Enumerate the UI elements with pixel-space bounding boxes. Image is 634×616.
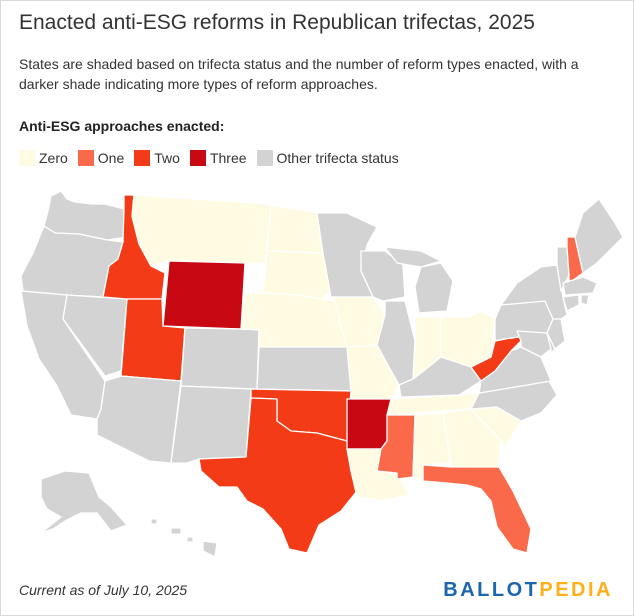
ballotpedia-logo[interactable]: BALLOTPEDIA xyxy=(443,579,613,602)
legend: Zero One Two Three Other trifecta status xyxy=(19,150,409,166)
legend-label-three: Three xyxy=(209,150,247,166)
state-FL[interactable] xyxy=(422,464,532,554)
logo-part-pedia: PEDIA xyxy=(539,579,613,601)
legend-swatch-zero xyxy=(19,150,35,166)
legend-label-one: One xyxy=(97,150,125,166)
state-MT[interactable] xyxy=(131,194,272,267)
state-WI[interactable] xyxy=(360,250,406,302)
legend-swatch-one xyxy=(77,150,94,166)
state-AR[interactable] xyxy=(346,398,392,450)
state-MA[interactable] xyxy=(562,276,598,296)
state-ME[interactable] xyxy=(574,198,624,274)
legend-title: Anti-ESG approaches enacted: xyxy=(19,118,225,134)
legend-label-other: Other trifecta status xyxy=(276,150,399,166)
state-CT[interactable] xyxy=(562,294,580,312)
us-map xyxy=(20,190,624,558)
logo-part-ballot: BALLOT xyxy=(443,579,540,601)
state-SD[interactable] xyxy=(262,250,332,300)
chart-title: Enacted anti-ESG reforms in Republican t… xyxy=(19,11,535,34)
legend-item-two: Two xyxy=(134,150,180,166)
legend-item-three: Three xyxy=(189,150,247,166)
legend-item-other: Other trifecta status xyxy=(256,150,399,166)
legend-item-one: One xyxy=(77,150,125,166)
legend-swatch-three xyxy=(189,150,206,166)
state-MI[interactable] xyxy=(384,246,454,314)
state-KS[interactable] xyxy=(256,346,352,392)
state-AZ[interactable] xyxy=(96,375,182,464)
state-AK[interactable] xyxy=(40,470,128,534)
chart-subtitle: States are shaded based on trifecta stat… xyxy=(19,56,579,92)
state-DE[interactable] xyxy=(546,332,556,354)
state-TX[interactable] xyxy=(198,397,358,554)
legend-item-zero: Zero xyxy=(19,150,68,166)
legend-swatch-two xyxy=(134,150,151,166)
state-RI[interactable] xyxy=(580,294,590,306)
state-ND[interactable] xyxy=(266,204,324,254)
legend-label-zero: Zero xyxy=(39,150,68,166)
state-NM[interactable] xyxy=(170,385,252,464)
legend-label-two: Two xyxy=(154,150,180,166)
state-WY[interactable] xyxy=(162,260,246,330)
legend-swatch-other xyxy=(256,150,273,166)
state-CO[interactable] xyxy=(180,327,260,390)
current-as-of-note: Current as of July 10, 2025 xyxy=(19,582,188,598)
state-HI[interactable] xyxy=(150,518,218,558)
